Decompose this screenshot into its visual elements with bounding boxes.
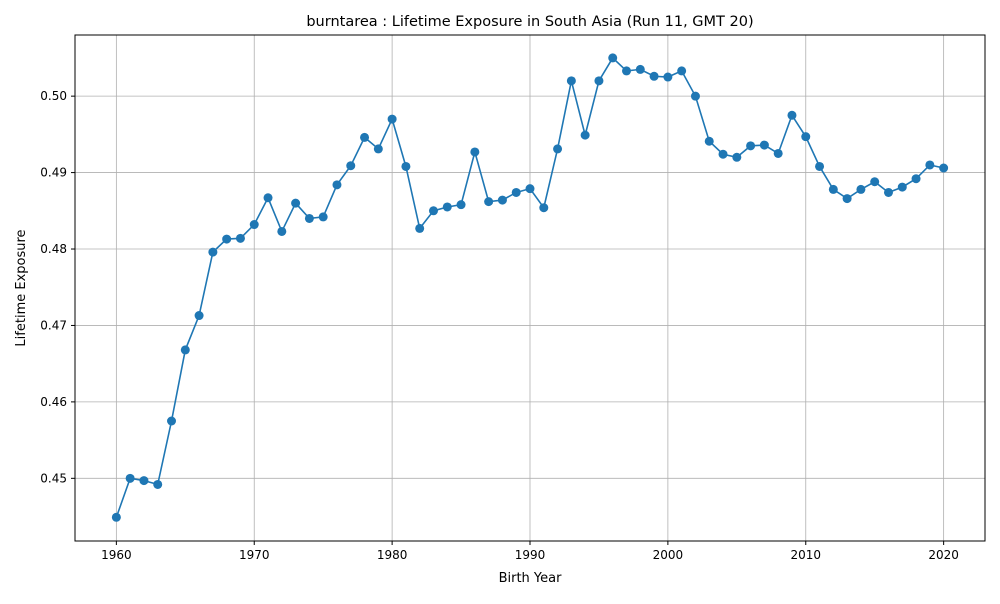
data-point: [304, 213, 314, 223]
data-point: [635, 64, 645, 74]
data-point: [139, 476, 149, 486]
y-tick-label: 0.48: [40, 242, 67, 256]
data-point: [373, 144, 383, 154]
data-point: [249, 220, 259, 230]
data-point: [566, 76, 576, 86]
data-point: [870, 177, 880, 187]
data-point: [456, 200, 466, 210]
data-point: [718, 149, 728, 159]
data-point: [111, 512, 121, 522]
data-point: [525, 184, 535, 194]
x-tick-label: 2010: [790, 548, 821, 562]
data-point: [235, 233, 245, 243]
data-point: [401, 161, 411, 171]
y-tick-label: 0.46: [40, 395, 67, 409]
data-point: [690, 91, 700, 101]
data-point: [222, 234, 232, 244]
data-point: [911, 174, 921, 184]
data-point: [883, 187, 893, 197]
data-point: [346, 161, 356, 171]
data-point: [263, 193, 273, 203]
data-point: [360, 132, 370, 142]
data-point: [470, 147, 480, 157]
x-tick-label: 2020: [928, 548, 959, 562]
data-point: [663, 72, 673, 82]
data-point: [511, 187, 521, 197]
data-point: [208, 247, 218, 257]
data-point: [594, 76, 604, 86]
data-point: [787, 110, 797, 120]
data-point: [677, 66, 687, 76]
data-point: [277, 226, 287, 236]
data-point: [167, 416, 177, 426]
data-point: [759, 140, 769, 150]
x-tick-label: 1960: [101, 548, 132, 562]
data-point: [291, 198, 301, 208]
data-point: [801, 132, 811, 142]
y-tick-label: 0.47: [40, 318, 67, 332]
x-tick-label: 1970: [239, 548, 270, 562]
series-layer: [111, 53, 949, 522]
data-point: [608, 53, 618, 63]
data-point: [746, 141, 756, 151]
data-point: [442, 202, 452, 212]
data-point: [539, 203, 549, 213]
data-point: [194, 311, 204, 321]
data-point: [125, 473, 135, 483]
chart-title: burntarea : Lifetime Exposure in South A…: [306, 14, 753, 30]
y-tick-label: 0.49: [40, 166, 67, 180]
data-point: [815, 161, 825, 171]
data-point: [622, 66, 632, 76]
y-axis-label: Lifetime Exposure: [14, 229, 29, 346]
data-point: [387, 114, 397, 124]
y-tick-label: 0.45: [40, 471, 67, 485]
x-tick-label: 2000: [653, 548, 684, 562]
data-point: [649, 71, 659, 81]
y-tick-label: 0.50: [40, 89, 67, 103]
data-point: [180, 345, 190, 355]
data-point: [732, 152, 742, 162]
ticks-layer: 1960 1970 1980 1990 2000 2010 2020 0.45 0.46 0.47…: [40, 89, 959, 562]
data-point: [428, 206, 438, 216]
data-point: [484, 197, 494, 207]
data-point: [773, 148, 783, 158]
data-point: [318, 212, 328, 222]
data-point: [415, 223, 425, 233]
x-axis-label: Birth Year: [499, 571, 563, 586]
data-point: [704, 136, 714, 146]
data-point: [842, 194, 852, 204]
grid-layer: [75, 35, 985, 541]
x-tick-label: 1990: [515, 548, 546, 562]
data-point: [897, 182, 907, 192]
data-point: [153, 479, 163, 489]
data-point: [332, 180, 342, 190]
data-point: [553, 144, 563, 154]
data-point: [580, 130, 590, 140]
data-point: [856, 184, 866, 194]
data-point: [939, 163, 949, 173]
data-point: [497, 195, 507, 205]
data-point: [925, 160, 935, 170]
x-tick-label: 1980: [377, 548, 408, 562]
data-point: [828, 184, 838, 194]
